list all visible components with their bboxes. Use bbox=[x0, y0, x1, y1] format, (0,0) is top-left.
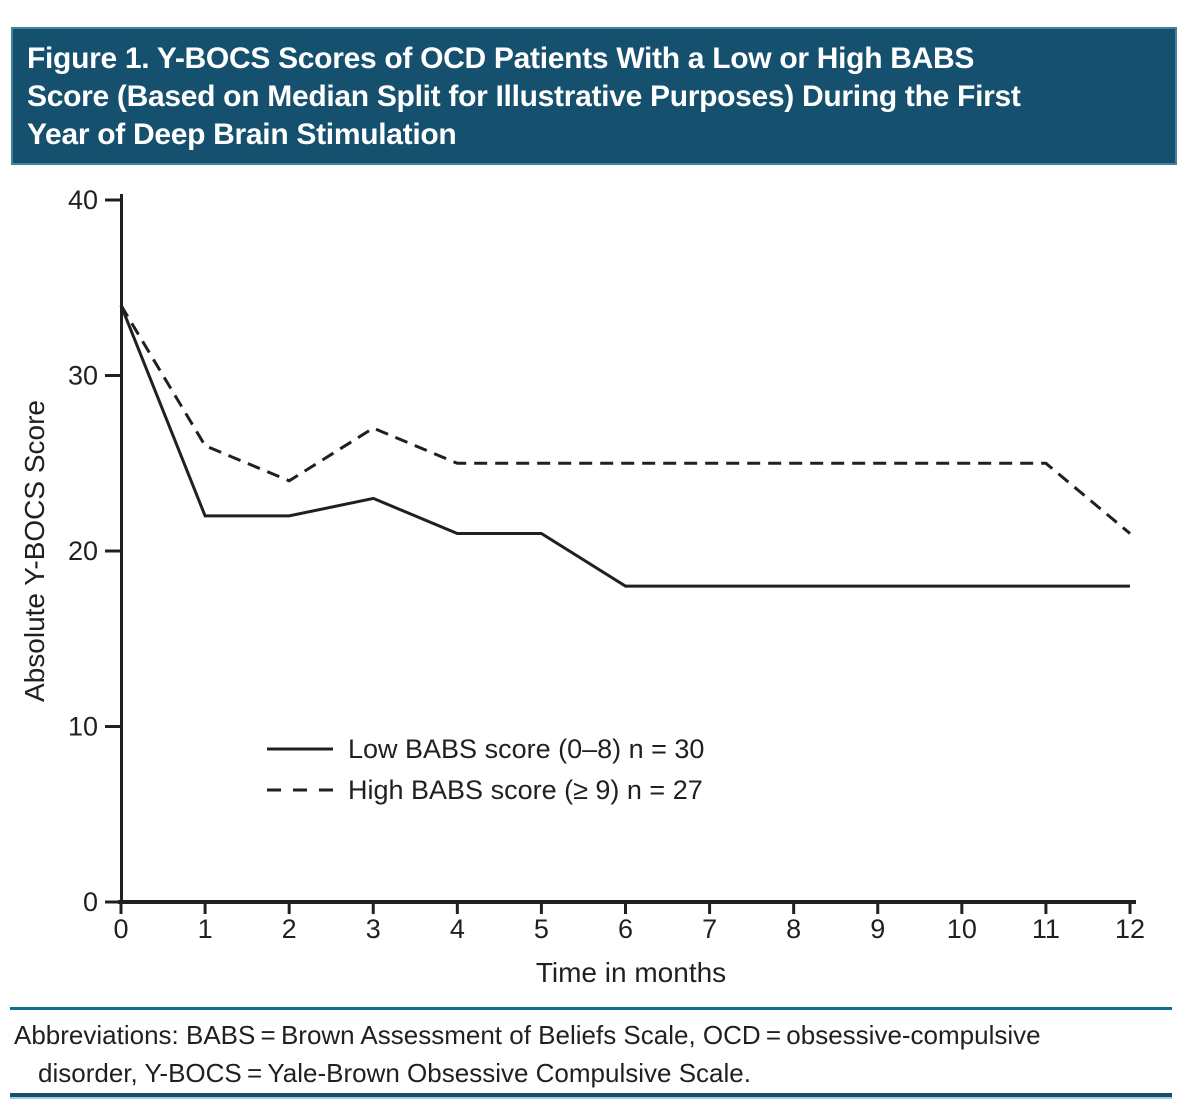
chart-legend: Low BABS score (0–8) n = 30 High BABS sc… bbox=[267, 734, 704, 805]
y-axis-title: Absolute Y-BOCS Score bbox=[19, 400, 50, 702]
y-tick-label: 10 bbox=[68, 712, 98, 742]
x-tick-label: 2 bbox=[282, 914, 297, 944]
x-tick-label: 7 bbox=[702, 914, 717, 944]
y-tick-label: 30 bbox=[68, 361, 98, 391]
data-series bbox=[119, 304, 1131, 588]
x-tick-label: 3 bbox=[366, 914, 381, 944]
legend-label-high-babs: High BABS score (≥ 9) n = 27 bbox=[348, 775, 703, 805]
footnote-line-1: Abbreviations: BABS = Brown Assessment o… bbox=[14, 1020, 1041, 1050]
series-line-dashed bbox=[119, 304, 1131, 535]
legend-label-low-babs: Low BABS score (0–8) n = 30 bbox=[348, 734, 704, 764]
x-tick-label: 12 bbox=[1115, 914, 1145, 944]
figure-title-line-1: Figure 1. Y-BOCS Scores of OCD Patients … bbox=[27, 42, 975, 75]
figure-title-line-2: Score (Based on Median Split for Illustr… bbox=[27, 80, 1021, 113]
series-line-solid bbox=[119, 304, 1130, 588]
y-tick-label: 20 bbox=[68, 536, 98, 566]
x-tick-label: 11 bbox=[1032, 914, 1060, 944]
y-tick-label: 0 bbox=[83, 887, 98, 917]
x-tick-label: 6 bbox=[618, 914, 633, 944]
x-tick-label: 5 bbox=[534, 914, 549, 944]
x-tick-label: 9 bbox=[870, 914, 885, 944]
footnote-top-rule bbox=[10, 1007, 1172, 1010]
x-tick-label: 1 bbox=[198, 914, 213, 944]
x-tick-label: 0 bbox=[113, 914, 128, 944]
footnote-line-2: disorder, Y-BOCS = Yale-Brown Obsessive … bbox=[38, 1058, 751, 1088]
figure-title-bar: Figure 1. Y-BOCS Scores of OCD Patients … bbox=[11, 27, 1177, 165]
figure-footnote: Abbreviations: BABS = Brown Assessment o… bbox=[14, 1016, 1174, 1092]
footnote-bottom-rule bbox=[10, 1093, 1172, 1097]
y-tick-label: 40 bbox=[68, 185, 98, 215]
figure-title-line-3: Year of Deep Brain Stimulation bbox=[27, 118, 457, 151]
x-tick-label: 8 bbox=[786, 914, 801, 944]
x-tick-label: 4 bbox=[450, 914, 465, 944]
x-tick-label: 10 bbox=[947, 914, 977, 944]
x-axis-title: Time in months bbox=[536, 957, 726, 988]
